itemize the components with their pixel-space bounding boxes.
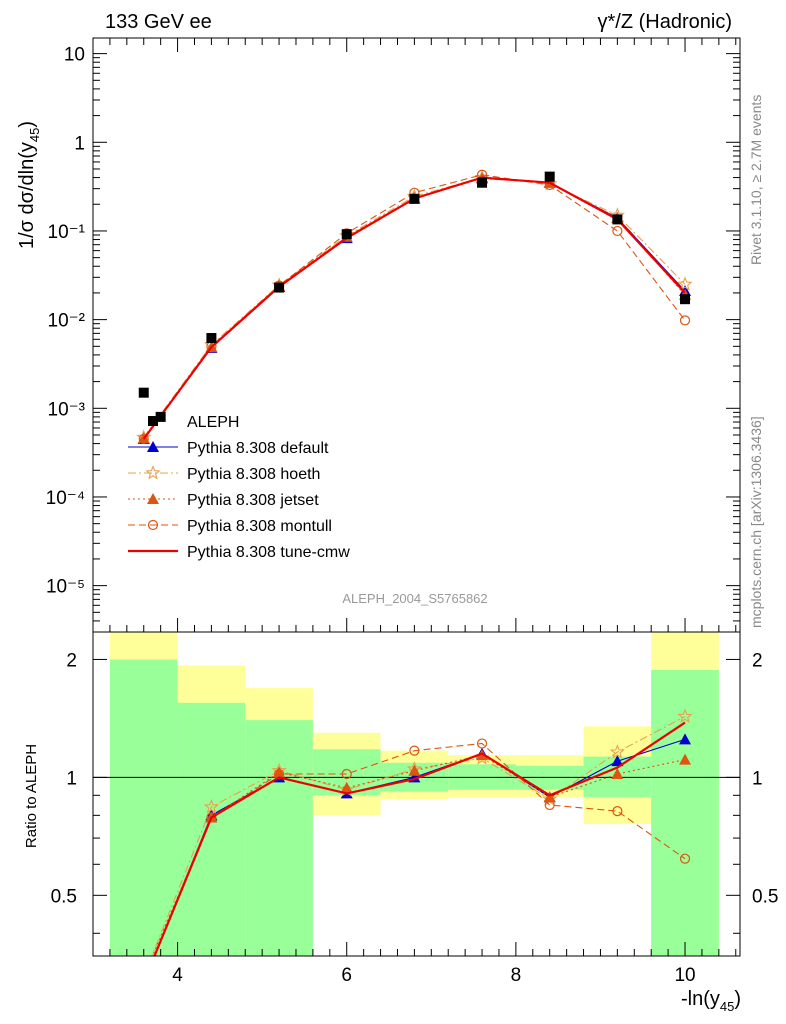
ratio-series-line-2 bbox=[151, 754, 686, 956]
main-series-3-point bbox=[612, 225, 623, 237]
green-band-2 bbox=[245, 720, 313, 956]
ratio-series-3-point bbox=[341, 768, 352, 780]
legend-entry-1: Pythia 8.308 default bbox=[128, 440, 329, 457]
ratio-series-2-point bbox=[138, 971, 150, 982]
aleph-data-point bbox=[409, 193, 420, 204]
legend-label: Pythia 8.308 jetset bbox=[187, 492, 319, 509]
aleph-data-point bbox=[274, 282, 285, 293]
ratio-series-2-point bbox=[408, 764, 421, 776]
aleph-data-point bbox=[680, 294, 691, 305]
main-y-tick-label: 10⁻⁵ bbox=[46, 577, 85, 598]
ratio-y-tick-label-right: 0.5 bbox=[752, 886, 778, 907]
x-tick-label: 4 bbox=[172, 965, 183, 986]
ratio-series-3-point bbox=[139, 978, 148, 987]
aleph-data-point bbox=[544, 171, 555, 182]
ratio-series-3-point bbox=[476, 738, 488, 749]
main-y-tick-label: 10⁻³ bbox=[48, 399, 86, 420]
main-series-line-0 bbox=[143, 177, 686, 440]
ratio-series-2-point bbox=[611, 768, 624, 780]
legend-entry-3: Pythia 8.308 jetset bbox=[128, 492, 319, 509]
legend-entry-4: Pythia 8.308 montull bbox=[128, 518, 332, 535]
analysis-id-label: ALEPH_2004_S5765862 bbox=[342, 591, 487, 606]
ratio-y-tick-label-left: 2 bbox=[66, 650, 77, 671]
main-series-3-point bbox=[679, 315, 691, 326]
legend-marker bbox=[148, 416, 158, 426]
legend-entry-5: Pythia 8.308 tune-cmw bbox=[128, 544, 350, 561]
aleph-data-point bbox=[155, 411, 166, 422]
ratio-series-0-point bbox=[611, 755, 624, 767]
legend-label: Pythia 8.308 tune-cmw bbox=[187, 544, 350, 561]
legend-label: Pythia 8.308 montull bbox=[187, 518, 332, 535]
ratio-y-axis-label: Ratio to ALEPH bbox=[23, 744, 40, 848]
svg-text:1/σ dσ/dln(y45): 1/σ dσ/dln(y45) bbox=[16, 121, 42, 249]
main-frame bbox=[92, 37, 741, 633]
ratio-series-3-point bbox=[409, 745, 420, 756]
ratio-uncertainty-bands bbox=[109, 632, 719, 956]
legend-entry-0: ALEPH bbox=[148, 414, 239, 431]
svg-text:-ln(y45): -ln(y45) bbox=[681, 988, 741, 1014]
main-series-line-1 bbox=[143, 177, 686, 438]
main-series-1-point bbox=[677, 276, 693, 291]
ratio-series-line-4 bbox=[153, 721, 686, 956]
x-tick-label: 8 bbox=[511, 965, 522, 986]
ratio-y-tick-label-right: 2 bbox=[752, 650, 763, 671]
ratio-y-tick-label-left: 1 bbox=[66, 768, 77, 789]
main-series-line-4 bbox=[142, 176, 686, 440]
aleph-data-point bbox=[138, 387, 149, 398]
green-band-8 bbox=[651, 669, 719, 956]
ratio-series-2-point bbox=[679, 753, 692, 765]
ratio-plot bbox=[93, 708, 740, 987]
main-y-tick-label: 10⁻² bbox=[48, 311, 86, 332]
legend-marker bbox=[147, 519, 159, 531]
main-series-line-3 bbox=[143, 174, 686, 440]
main-y-tick-label: 10⁻¹ bbox=[48, 222, 86, 243]
header-right-label: γ*/Z (Hadronic) bbox=[598, 11, 732, 33]
legend-label: Pythia 8.308 default bbox=[187, 440, 329, 457]
ratio-series-1-point bbox=[203, 798, 220, 814]
ratio-series-3-point bbox=[612, 806, 623, 817]
ratio-series-3-point bbox=[544, 799, 555, 811]
ratio-series-1-point bbox=[677, 708, 693, 724]
legend-label: ALEPH bbox=[187, 414, 239, 431]
ratio-series-0-point bbox=[138, 976, 150, 987]
mcplots-label: mcplots.cern.ch [arXiv:1306.3436] bbox=[748, 416, 764, 628]
main-y-tick-label: 1 bbox=[74, 133, 85, 154]
main-y-axis-label: 1/σ dσ/dln(y45) bbox=[16, 121, 42, 249]
x-tick-label: 10 bbox=[674, 965, 695, 986]
legend-label: Pythia 8.308 hoeth bbox=[187, 466, 320, 483]
aleph-data-point bbox=[612, 214, 623, 225]
header-left-label: 133 GeV ee bbox=[105, 11, 212, 33]
ratio-series-0-point bbox=[679, 733, 692, 745]
main-series-3-point bbox=[138, 433, 149, 445]
green-band-0 bbox=[109, 659, 178, 956]
ratio-series-1-point bbox=[609, 744, 625, 759]
ratio-series-3-point bbox=[679, 853, 691, 864]
x-tick-label: 6 bbox=[341, 965, 352, 986]
main-y-tick-label: 10 bbox=[64, 45, 85, 66]
legend-marker bbox=[147, 441, 159, 452]
main-series-line-2 bbox=[143, 177, 686, 439]
ratio-series-2-point bbox=[340, 781, 353, 793]
aleph-data-point bbox=[206, 333, 217, 344]
ratio-frame bbox=[92, 631, 741, 957]
plot-frames: 4 6 8 10 10 1 10⁻¹ 10⁻² 10⁻³ 10⁻⁴ 10⁻⁵ 0.5 0.5 1 1 2 2 bbox=[46, 37, 778, 986]
ratio-y-tick-label-right: 1 bbox=[752, 768, 763, 789]
x-axis-label: -ln(y45) bbox=[681, 988, 741, 1014]
legend: ALEPH Pythia 8.308 default Pythia 8.308 ho… bbox=[128, 414, 350, 561]
legend-marker bbox=[145, 464, 161, 480]
ratio-series-3-point bbox=[206, 812, 217, 823]
ratio-y-tick-label-left: 0.5 bbox=[51, 886, 77, 907]
aleph-data-point bbox=[477, 177, 488, 188]
green-band-1 bbox=[177, 702, 246, 956]
main-plot bbox=[136, 169, 693, 445]
rivet-label: Rivet 3.1.10, ≥ 2.7M events bbox=[748, 95, 764, 265]
ratio-series-2-point bbox=[273, 766, 286, 778]
aleph-data-point bbox=[341, 229, 352, 240]
legend-entry-2: Pythia 8.308 hoeth bbox=[128, 464, 320, 483]
ratio-series-1-point bbox=[138, 970, 150, 982]
legend-marker bbox=[147, 493, 159, 504]
main-y-tick-label: 10⁻⁴ bbox=[46, 488, 85, 509]
ratio-series-2-point bbox=[543, 791, 556, 803]
